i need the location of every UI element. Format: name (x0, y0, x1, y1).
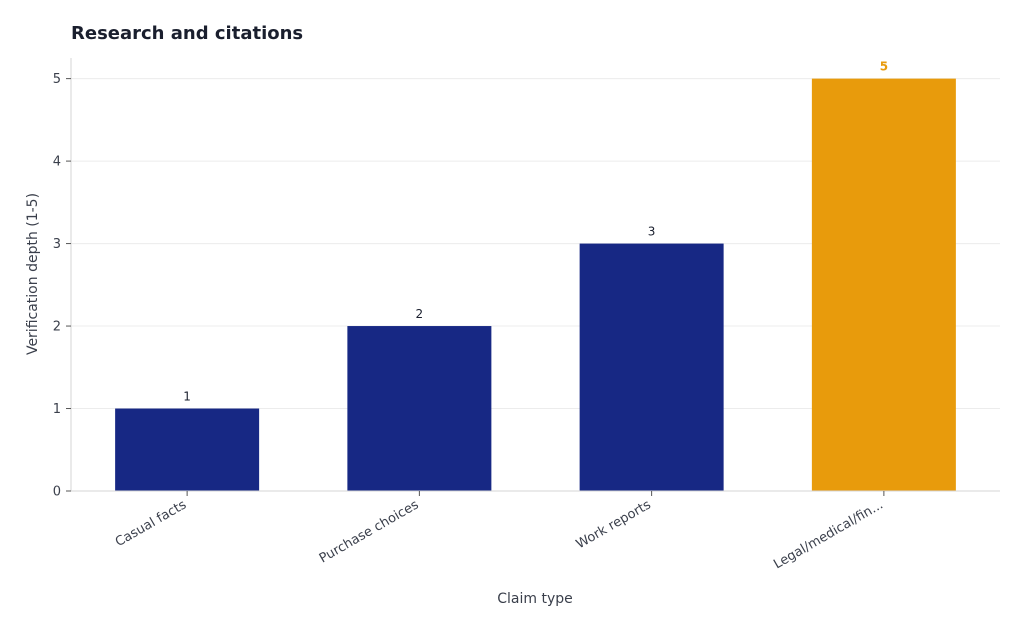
chart-title: Research and citations (71, 23, 303, 44)
y-tick-label: 4 (53, 155, 61, 170)
bar (811, 78, 956, 491)
data-label: 5 (880, 60, 888, 74)
x-axis-label: Claim type (497, 591, 573, 607)
data-label: 2 (416, 307, 424, 321)
bar (579, 243, 724, 491)
y-tick-label: 2 (53, 320, 61, 335)
y-tick-label: 0 (53, 485, 61, 500)
x-axis: Casual facts Purchase choices Work reports… (71, 490, 1000, 572)
x-tick-label: Casual facts (113, 497, 189, 550)
bar (115, 408, 260, 491)
y-tick-label: 3 (53, 237, 61, 252)
y-tick-label: 1 (53, 402, 61, 417)
y-tick-label: 5 (53, 72, 61, 87)
y-axis-label: Verification depth (1-5) (25, 193, 41, 355)
bars (115, 78, 956, 491)
data-label: 1 (183, 390, 191, 404)
y-axis: 0 1 2 3 4 5 (53, 58, 72, 500)
x-tick-label: Purchase choices (317, 497, 422, 566)
x-tick-label: Work reports (574, 497, 654, 552)
bar (347, 326, 492, 491)
x-tick-label: Legal/medical/fin... (771, 497, 886, 572)
data-labels: 1 2 3 5 (183, 60, 888, 404)
data-label: 3 (648, 225, 656, 239)
